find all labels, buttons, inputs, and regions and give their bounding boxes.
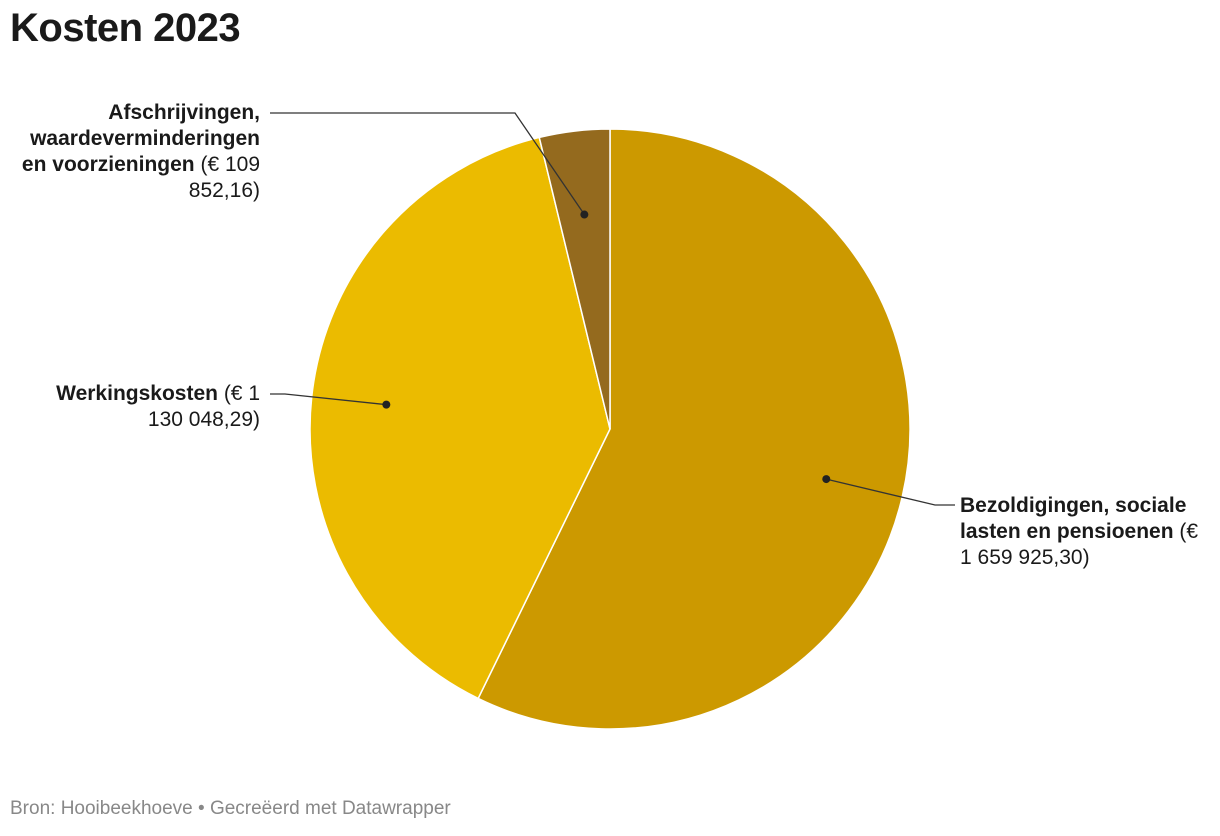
leader-line-1 [270, 393, 387, 406]
slice-label-name: Werkingskosten [56, 382, 218, 405]
leader-dot-2 [580, 210, 589, 219]
slice-label-bezoldigingen: Bezoldigingen, sociale lasten en pensioe… [960, 493, 1210, 571]
slice-label-name: Bezoldigingen, sociale lasten en pensioe… [960, 494, 1187, 543]
slice-label-afschrijvingen: Afschrijvingen, waardeverminderingen en … [0, 100, 260, 204]
slice-label-werkingskosten: Werkingskosten (€ 1 130 048,29) [30, 381, 260, 433]
chart-title: Kosten 2023 [10, 6, 241, 50]
footer-source: Bron: Hooibeekhoeve • Gecreëerd met Data… [10, 798, 451, 819]
slice-label-value: (€ 1 659 925,30) [960, 520, 1199, 569]
slice-label-value: (€ 109 852,16) [188, 153, 260, 202]
pie-slice-2 [538, 128, 611, 430]
leader-line-2 [270, 112, 585, 215]
leader-dot-1 [382, 400, 391, 409]
leader-line-0 [826, 478, 955, 506]
leader-dot-0 [822, 475, 831, 484]
slice-label-value: (€ 1 130 048,29) [147, 382, 260, 431]
slice-label-name: Afschrijvingen, waardeverminderingen en … [21, 101, 260, 176]
